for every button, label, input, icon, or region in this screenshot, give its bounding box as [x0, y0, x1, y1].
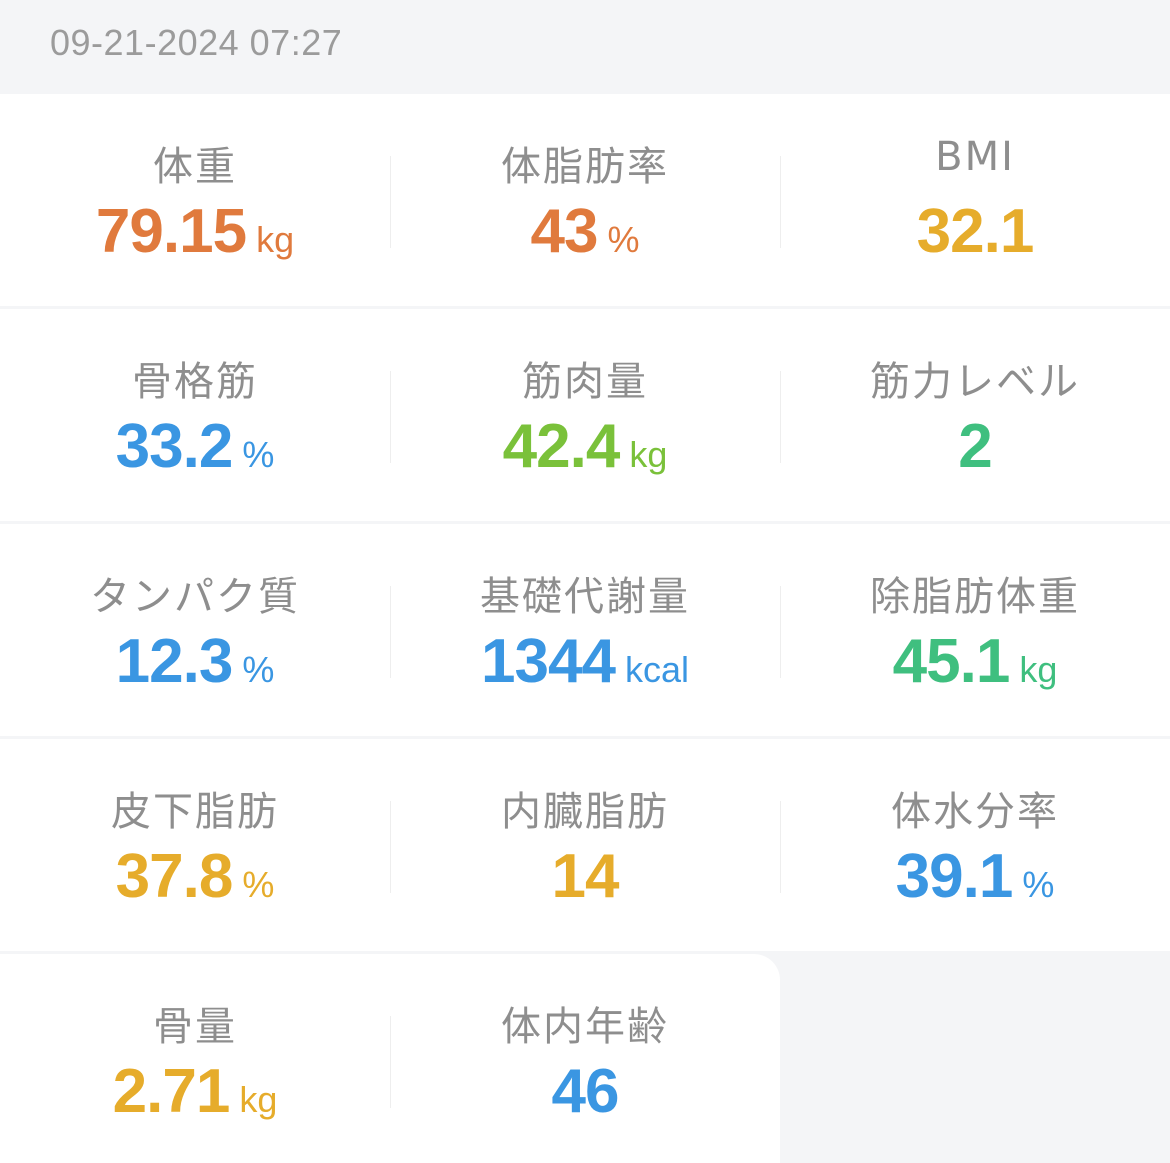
metrics-row: 体重 79.15 kg 体脂肪率 43% BMI 32.1: [0, 94, 1170, 306]
metrics-row: 皮下脂肪 37.8% 内臓脂肪 14 体水分率 39.1%: [0, 739, 1170, 951]
metric-value: 43: [530, 197, 599, 266]
metric-label: 体水分率: [891, 789, 1059, 835]
metric-value: 79.15: [95, 197, 247, 266]
metric-unit: %: [607, 219, 640, 260]
metric-cell-skeletal-muscle[interactable]: 骨格筋 33.2%: [0, 309, 390, 521]
metric-label: 体重: [153, 144, 237, 190]
metric-cell-subcutaneous-fat[interactable]: 皮下脂肪 37.8%: [0, 739, 390, 951]
divider: [390, 586, 391, 678]
metric-cell-protein[interactable]: タンパク質 12.3%: [0, 524, 390, 736]
metric-cell-muscle-level[interactable]: 筋力レベル 2: [780, 309, 1170, 521]
header-bar: 09-21-2024 07:27: [0, 0, 1170, 94]
metric-value: 1344: [481, 627, 616, 696]
metric-label: 除脂肪体重: [870, 574, 1080, 620]
metric-cell-body-age[interactable]: 体内年齢 46: [390, 954, 780, 1163]
metric-value: 42.4: [502, 412, 621, 481]
metric-value: 2.71: [112, 1057, 231, 1126]
metric-label: 骨格筋: [132, 359, 258, 405]
metric-value: 33.2: [115, 412, 234, 481]
metric-label: 体内年齢: [501, 1004, 669, 1050]
metric-cell-visceral-fat[interactable]: 内臓脂肪 14: [390, 739, 780, 951]
metric-value: 39.1: [895, 842, 1014, 911]
metric-label: 皮下脂肪: [111, 789, 279, 835]
metric-unit: %: [242, 649, 275, 690]
metric-label: タンパク質: [90, 574, 300, 620]
measurement-datetime: 09-21-2024 07:27: [50, 22, 343, 63]
metric-label: 筋力レベル: [870, 359, 1080, 405]
divider: [390, 801, 391, 893]
metric-unit: kg: [1019, 649, 1058, 690]
metrics-row: 骨格筋 33.2% 筋肉量 42.4 kg 筋力レベル 2: [0, 309, 1170, 521]
metric-unit: %: [242, 434, 275, 475]
metric-label: 体脂肪率: [501, 144, 669, 190]
metric-value: 32.1: [916, 197, 1035, 266]
metric-unit: %: [1022, 864, 1055, 905]
metric-value: 46: [551, 1057, 620, 1126]
divider: [390, 371, 391, 463]
metric-cell-lean-body-mass[interactable]: 除脂肪体重 45.1 kg: [780, 524, 1170, 736]
metric-value: 2: [958, 412, 992, 481]
metric-label: 筋肉量: [522, 359, 648, 405]
metric-cell-basal-metabolism[interactable]: 基礎代謝量 1344 kcal: [390, 524, 780, 736]
metric-cell-body-fat-rate[interactable]: 体脂肪率 43%: [390, 94, 780, 306]
metric-cell-muscle-mass[interactable]: 筋肉量 42.4 kg: [390, 309, 780, 521]
metric-label: 基礎代謝量: [480, 574, 690, 620]
divider: [780, 586, 781, 678]
divider: [780, 801, 781, 893]
metric-cell-body-water[interactable]: 体水分率 39.1%: [780, 739, 1170, 951]
metric-value: 12.3: [115, 627, 234, 696]
divider: [780, 371, 781, 463]
metric-unit: kg: [239, 1079, 278, 1120]
metric-value: 45.1: [892, 627, 1011, 696]
metric-unit: kg: [629, 434, 668, 475]
metric-unit: kg: [256, 219, 295, 260]
metric-value: 37.8: [115, 842, 234, 911]
metric-unit: kcal: [624, 649, 689, 690]
metric-label: 骨量: [153, 1004, 237, 1050]
divider: [390, 1016, 391, 1108]
metric-value: 14: [551, 842, 620, 911]
metric-unit: %: [242, 864, 275, 905]
metric-label: 内臓脂肪: [501, 789, 669, 835]
metric-cell-bone-mass[interactable]: 骨量 2.71 kg: [0, 954, 390, 1163]
metrics-row: 骨量 2.71 kg 体内年齢 46: [0, 954, 780, 1163]
metric-cell-weight[interactable]: 体重 79.15 kg: [0, 94, 390, 306]
divider: [780, 156, 781, 248]
metrics-row: タンパク質 12.3% 基礎代謝量 1344 kcal 除脂肪体重 45.1 kg: [0, 524, 1170, 736]
divider: [390, 156, 391, 248]
metric-label: BMI: [935, 134, 1015, 180]
metric-cell-bmi[interactable]: BMI 32.1: [780, 94, 1170, 306]
